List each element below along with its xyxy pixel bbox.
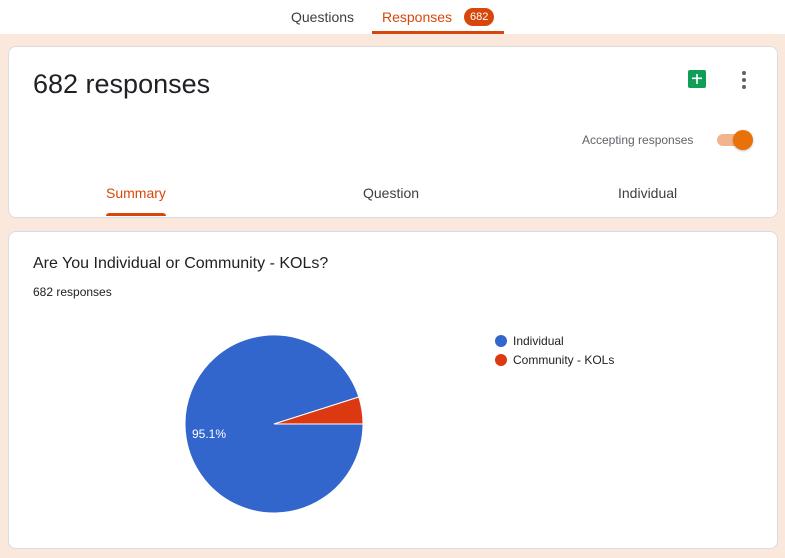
more-vert-icon[interactable] (733, 69, 755, 91)
legend-dot-community (495, 353, 507, 366)
accepting-responses-toggle[interactable] (715, 130, 755, 150)
tab-questions-label: Questions (291, 9, 355, 25)
responses-header-card: 682 responses Accepting responses Summar… (8, 46, 778, 218)
question-title: Are You Individual or Community - KOLs? (33, 255, 329, 272)
pie-slice-label-individual: 95.1% (192, 427, 227, 441)
tab-questions[interactable]: Questions (291, 0, 354, 34)
question-response-count: 682 responses (33, 285, 112, 299)
question-summary-card: Are You Individual or Community - KOLs? … (8, 231, 778, 549)
tab-responses-underline (372, 31, 505, 34)
subtab-question[interactable]: Question (363, 185, 420, 201)
responses-title: 682 responses (33, 69, 211, 99)
chart-legend: Individual Community - KOLs (495, 331, 614, 369)
subtab-summary[interactable]: Summary (106, 185, 166, 201)
responses-count-badge: 682 (464, 8, 495, 26)
subtab-summary-underline (106, 213, 166, 216)
legend-label-community: Community - KOLs (513, 352, 615, 367)
toggle-thumb (733, 130, 753, 150)
accepting-responses-label: Accepting responses (582, 133, 694, 147)
pie-chart: 95.1% (169, 319, 379, 529)
tab-responses-label: Responses (382, 9, 453, 25)
legend-item-community[interactable]: Community - KOLs (495, 350, 614, 369)
tab-responses[interactable]: Responses 682 (372, 0, 505, 34)
pie-chart-svg (184, 334, 364, 514)
google-sheets-icon[interactable] (688, 70, 706, 88)
legend-dot-individual (495, 334, 507, 347)
legend-label-individual: Individual (513, 333, 564, 348)
legend-item-individual[interactable]: Individual (495, 331, 614, 350)
top-tab-bar: Questions Responses 682 (0, 0, 785, 34)
subtab-individual[interactable]: Individual (618, 185, 678, 201)
pie-slice-community[interactable] (273, 396, 364, 425)
